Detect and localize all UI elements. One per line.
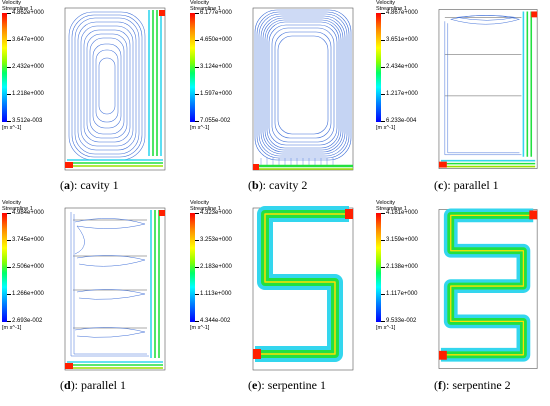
colorbar-title: Velocity Streamline 1 xyxy=(190,200,221,212)
colorbar-tick: 3.512e-003 xyxy=(12,118,43,124)
panel-cavity-1: Velocity Streamline 1 4.862e+000 3.647e+0… xyxy=(0,0,176,192)
colorbar-tick: 1.117e+000 xyxy=(386,291,418,297)
colorbar-tick: 4.181e+000 xyxy=(386,210,418,216)
streamline-plot xyxy=(438,9,538,169)
colorbar-tick: 2.693e-002 xyxy=(12,318,43,324)
colorbar-tick: 3.651e+000 xyxy=(386,37,418,43)
colorbar-unit: [m s^-1] xyxy=(190,325,210,331)
streamline-plot xyxy=(252,206,354,371)
colorbar-title: Velocity Streamline 1 xyxy=(2,0,33,12)
panel-parallel-1-bottom: Velocity Streamline 1 4.984e+000 3.745e+0… xyxy=(0,200,176,392)
streamline-plot xyxy=(64,207,166,371)
colorbar-tick: 2.183e+000 xyxy=(200,264,232,270)
colorbar-tick: 4.650e+000 xyxy=(200,37,232,43)
colorbar-title: Velocity Streamline 1 xyxy=(376,200,407,212)
panel-caption: (d): parallel 1 xyxy=(60,378,127,392)
panel-cavity-2: Velocity Streamline 1 6.177e+000 4.650e+0… xyxy=(188,0,364,192)
panel-caption: (f): serpentine 2 xyxy=(434,378,511,392)
colorbar-unit: [m s^-1] xyxy=(376,325,396,331)
streamline-plot xyxy=(64,7,166,171)
colorbar-tick: 4.867e+000 xyxy=(386,10,418,16)
colorbar xyxy=(2,213,7,322)
colorbar-tick: 3.124e+000 xyxy=(200,64,232,70)
colorbar-unit: [m s^-1] xyxy=(190,125,210,131)
colorbar-tick: 4.862e+000 xyxy=(12,10,44,16)
colorbar-tick: 2.432e+000 xyxy=(12,64,44,70)
colorbar-tick: 1.266e+000 xyxy=(12,291,44,297)
colorbar xyxy=(2,13,7,122)
streamline-plot xyxy=(438,208,538,369)
colorbar-tick: 1.113e+000 xyxy=(200,291,232,297)
panel-caption: (a): cavity 1 xyxy=(60,178,119,192)
panel-serpentine-1: Velocity Streamline 1 4.323e+000 3.253e+0… xyxy=(188,200,364,392)
colorbar-tick: 1.218e+000 xyxy=(12,91,44,97)
colorbar-tick: 2.434e+000 xyxy=(386,64,418,70)
panel-caption: (b): cavity 2 xyxy=(248,178,308,192)
colorbar-unit: [m s^-1] xyxy=(376,125,396,131)
panel-caption: (c): parallel 1 xyxy=(434,178,499,192)
streamline-plot xyxy=(252,7,354,171)
colorbar-unit: [m s^-1] xyxy=(2,325,22,331)
colorbar xyxy=(190,13,195,122)
colorbar-tick: 9.533e-002 xyxy=(386,318,417,324)
colorbar xyxy=(190,213,195,322)
colorbar-tick: 3.647e+000 xyxy=(12,37,44,43)
colorbar-tick: 1.597e+000 xyxy=(200,91,232,97)
panel-parallel-1-top: Velocity Streamline 1 4.867e+000 3.651e+0… xyxy=(374,0,550,192)
colorbar-tick: 3.159e+000 xyxy=(386,237,418,243)
colorbar-tick: 6.233e-004 xyxy=(386,118,417,124)
colorbar-tick: 1.217e+000 xyxy=(386,91,418,97)
colorbar-tick: 6.177e+000 xyxy=(200,10,232,16)
panel-caption: (e): serpentine 1 xyxy=(248,378,326,392)
colorbar-title: Velocity Streamline 1 xyxy=(2,200,33,212)
colorbar-tick: 3.745e+000 xyxy=(12,237,44,243)
colorbar-tick: 4.344e-002 xyxy=(200,318,231,324)
panel-serpentine-2: Velocity Streamline 1 4.181e+000 3.159e+0… xyxy=(374,200,550,392)
colorbar-tick: 4.323e+000 xyxy=(200,210,232,216)
colorbar-unit: [m s^-1] xyxy=(2,125,22,131)
colorbar-tick: 2.506e+000 xyxy=(12,264,44,270)
colorbar-tick: 7.055e-002 xyxy=(200,118,231,124)
colorbar xyxy=(376,213,381,322)
colorbar-title: Velocity Streamline 1 xyxy=(376,0,407,12)
colorbar xyxy=(376,13,381,122)
colorbar-tick: 3.253e+000 xyxy=(200,237,232,243)
colorbar-tick: 2.138e+000 xyxy=(386,264,418,270)
colorbar-title: Velocity Streamline 1 xyxy=(190,0,221,12)
colorbar-tick: 4.984e+000 xyxy=(12,210,44,216)
